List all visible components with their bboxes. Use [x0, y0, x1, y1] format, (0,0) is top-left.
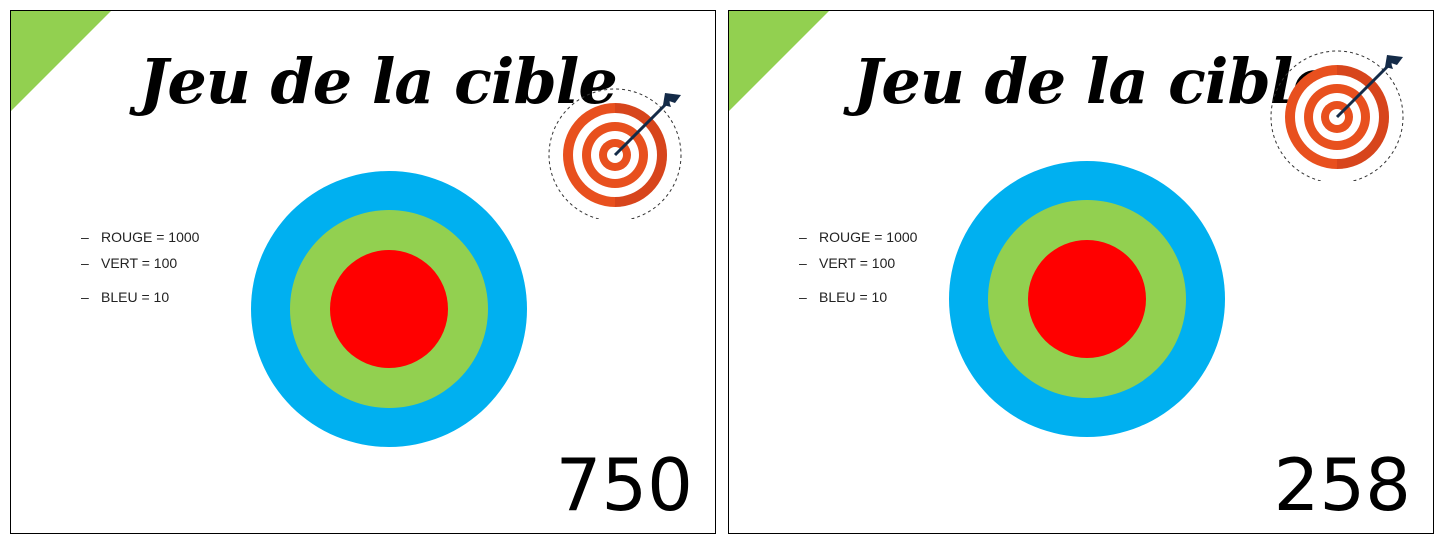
score-value: 750 [555, 443, 693, 527]
target-board [251, 171, 527, 447]
legend-label: ROUGE = 1000 [819, 229, 918, 245]
slide-title: Jeu de la cible [139, 45, 618, 118]
legend-bullet: – [81, 289, 89, 305]
legend-item-red: – ROUGE = 1000 [799, 229, 917, 245]
score-value: 258 [1273, 443, 1411, 527]
legend-label: VERT = 100 [819, 255, 896, 271]
legend-bullet: – [81, 229, 89, 245]
slide-1: Jeu de la cible – ROUGE = 1000 – VERT = 10… [10, 10, 716, 534]
corner-decoration [11, 11, 111, 111]
legend-label: BLEU = 10 [101, 289, 170, 305]
corner-decoration [729, 11, 829, 111]
legend-item-red: – ROUGE = 1000 [81, 229, 199, 245]
dart-target-icon [1270, 50, 1404, 181]
dart-target-icon [548, 88, 682, 219]
legend-item-blue: – BLEU = 10 [799, 289, 887, 305]
legend-label: ROUGE = 1000 [101, 229, 200, 245]
target-board [949, 161, 1225, 437]
slide-title: Jeu de la cible [853, 45, 1332, 118]
legend-item-green: – VERT = 100 [799, 255, 895, 271]
legend-bullet: – [81, 255, 89, 271]
legend-item-green: – VERT = 100 [81, 255, 177, 271]
slide-2: Jeu de la cible – ROUGE = 1000 – VERT = 10… [728, 10, 1434, 534]
red-center [330, 250, 448, 368]
red-center [1028, 240, 1146, 358]
legend-bullet: – [799, 229, 807, 245]
legend-bullet: – [799, 255, 807, 271]
legend-bullet: – [799, 289, 807, 305]
legend-item-blue: – BLEU = 10 [81, 289, 169, 305]
legend-label: BLEU = 10 [819, 289, 888, 305]
legend-label: VERT = 100 [101, 255, 178, 271]
